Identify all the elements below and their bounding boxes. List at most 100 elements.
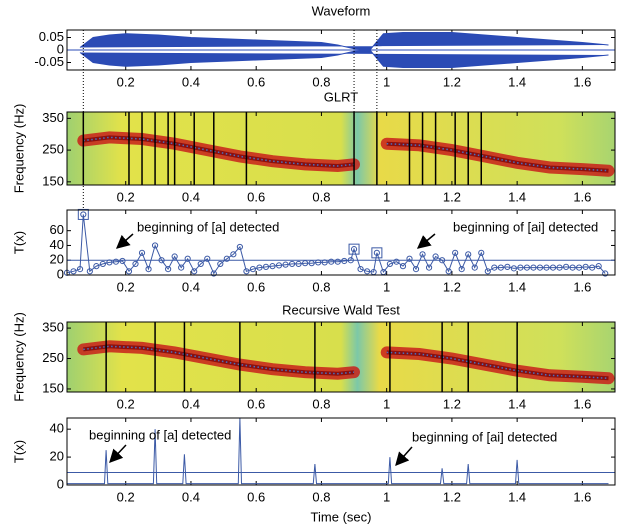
x-tick-label: 0.2 [117, 279, 135, 294]
point [452, 249, 459, 256]
x-tick-label: 0.4 [182, 279, 200, 294]
point [465, 251, 472, 258]
point [562, 263, 570, 270]
point [491, 264, 498, 271]
point [517, 264, 524, 271]
x-tick-label: 0.8 [312, 74, 330, 89]
point [217, 260, 224, 268]
point [536, 264, 544, 271]
x-tick-label: 1.6 [573, 189, 591, 204]
point [406, 255, 413, 262]
x-tick-label: 1.2 [443, 279, 461, 294]
y-tick-label: 0 [57, 476, 64, 491]
x-tick-label: 0.4 [182, 396, 200, 411]
spectrogram-background [67, 322, 615, 392]
point [93, 263, 100, 270]
x-tick-label: 0.8 [312, 189, 330, 204]
point [543, 264, 550, 271]
x-tick-label: 1.2 [443, 74, 461, 89]
point [315, 259, 322, 266]
statistic-line [67, 417, 609, 485]
point [373, 249, 380, 256]
point [523, 264, 531, 271]
point [582, 263, 589, 270]
x-tick-label: 1 [383, 396, 390, 411]
point [125, 268, 133, 275]
point [439, 257, 446, 264]
x-tick-label: 1.4 [508, 279, 526, 294]
point [262, 263, 270, 270]
point [357, 265, 364, 273]
plot-frame [66, 29, 616, 71]
x-axis-label: Time (sec) [311, 509, 372, 524]
annotation-arrow [115, 233, 134, 249]
y-tick-label: 0.05 [39, 29, 64, 44]
x-tick-label: 0.4 [182, 189, 200, 204]
pitch-track [83, 136, 609, 172]
point [197, 260, 204, 268]
point [86, 268, 93, 275]
point [151, 242, 159, 249]
annotation-arrow [395, 446, 413, 467]
pitch-track [83, 345, 609, 380]
point [321, 259, 328, 266]
plot-frame [66, 111, 616, 186]
waveform-lower [79, 49, 609, 68]
point [275, 262, 283, 269]
x-tick-label: 1.4 [508, 74, 526, 89]
point [497, 264, 504, 271]
point [458, 265, 465, 273]
x-tick-label: 0.8 [312, 489, 330, 504]
point [119, 257, 126, 265]
x-tick-label: 0.2 [117, 489, 135, 504]
point [236, 243, 243, 251]
statistic-line [66, 214, 606, 275]
annotation: beginning of [ai] detected [412, 429, 557, 444]
point [76, 265, 84, 273]
plot-frame [66, 321, 616, 393]
point [595, 263, 602, 270]
point [249, 265, 257, 273]
point [510, 265, 517, 272]
x-tick-label: 1.2 [443, 489, 461, 504]
y-tick-label: 40 [50, 421, 64, 436]
point [556, 264, 563, 271]
point [530, 264, 537, 271]
x-tick-label: 0.2 [117, 396, 135, 411]
y-tick-label: 350 [42, 320, 64, 335]
detected-square [77, 208, 89, 220]
y-tick-label: 20 [50, 449, 64, 464]
point [504, 263, 511, 270]
y-tick-label: 0 [57, 266, 64, 281]
y-tick-label: 0 [57, 41, 64, 56]
point [328, 258, 335, 265]
x-tick-label: 1 [383, 74, 390, 89]
x-tick-label: 1.6 [573, 74, 591, 89]
y-tick-label: 20 [50, 252, 64, 267]
point [386, 260, 394, 268]
x-tick-label: 0.4 [182, 489, 200, 504]
panel-title: Waveform [312, 3, 371, 18]
point [341, 257, 348, 265]
point [347, 257, 354, 264]
x-tick-label: 0.6 [247, 396, 265, 411]
point [223, 255, 230, 262]
x-tick-label: 0.6 [247, 279, 265, 294]
x-tick-label: 1 [383, 189, 390, 204]
point [576, 264, 583, 271]
plot-frame [66, 209, 616, 276]
point [288, 260, 296, 268]
point [230, 251, 237, 258]
point [269, 263, 276, 270]
point [471, 264, 478, 271]
point [399, 263, 407, 270]
point [589, 264, 596, 271]
annotation-arrow [416, 233, 436, 249]
point [70, 268, 77, 275]
point [549, 264, 557, 271]
y-tick-label: 40 [50, 237, 64, 252]
annotation: beginning of [a] detected [137, 219, 279, 234]
x-tick-label: 0.4 [182, 74, 200, 89]
annotation-arrow [109, 444, 127, 463]
